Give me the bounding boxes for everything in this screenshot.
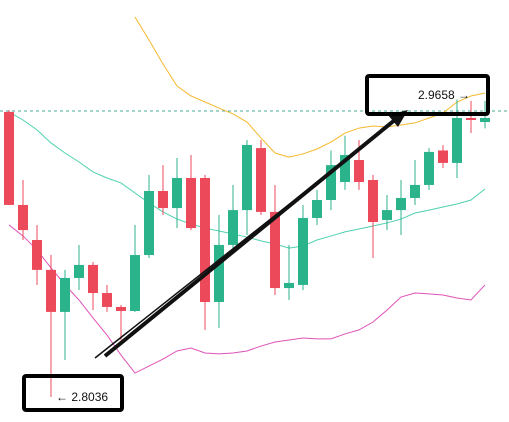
candle-body	[466, 117, 476, 120]
candle-body	[200, 177, 210, 303]
candle-body	[354, 159, 364, 183]
candle-body	[74, 264, 84, 278]
candle-body	[270, 211, 280, 289]
candle-body	[340, 155, 350, 183]
low-label: ← 2.8036	[56, 390, 108, 404]
candle-body	[312, 199, 322, 218]
candle-body	[368, 179, 378, 223]
band-line	[134, 16, 486, 158]
candle-body	[144, 191, 154, 256]
candle-body	[158, 191, 168, 209]
candle-body	[172, 177, 182, 209]
candle-body	[480, 117, 490, 123]
candle-body	[242, 144, 252, 211]
candle-body	[4, 111, 14, 205]
candle-body	[228, 210, 238, 245]
candle-body	[410, 184, 420, 198]
candle-body	[382, 210, 392, 220]
high-label: 2.9658 →	[418, 88, 470, 102]
candle-body	[102, 293, 112, 307]
candle-body	[60, 277, 70, 312]
candle-body	[424, 151, 434, 185]
candle-body	[396, 197, 406, 211]
plot	[0, 16, 509, 398]
candle-body	[452, 117, 462, 163]
candle-body	[18, 204, 28, 231]
candle-body	[186, 177, 196, 229]
candle-body	[214, 244, 224, 303]
trend-arrow	[103, 117, 398, 358]
candle-body	[130, 255, 140, 311]
candle-body	[116, 306, 126, 311]
candle-body	[326, 165, 336, 200]
candle-body	[88, 264, 98, 294]
candle-body	[256, 148, 266, 212]
candle-body	[46, 269, 56, 312]
candle-body	[284, 282, 294, 289]
band-line	[8, 224, 486, 374]
candle-body	[438, 150, 448, 163]
high-box	[365, 74, 490, 116]
low-box	[22, 374, 124, 412]
candle-body	[298, 217, 308, 285]
candle-body	[32, 239, 42, 270]
